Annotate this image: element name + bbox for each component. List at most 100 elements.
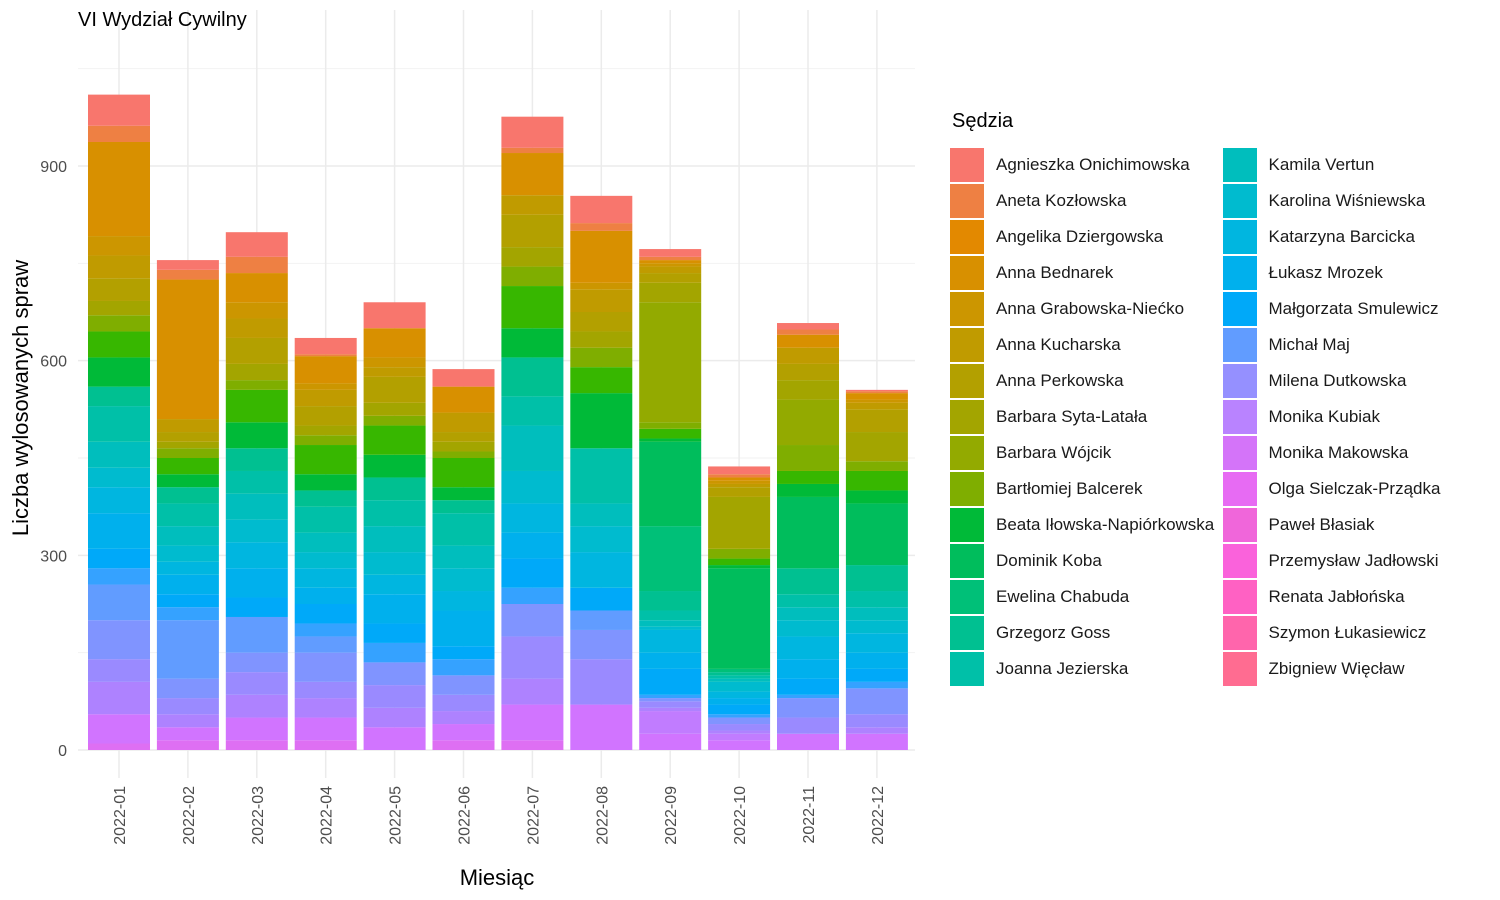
x-tick-label: 2022-12 — [870, 786, 887, 845]
bar-segment — [708, 717, 771, 725]
legend-item: Ewelina Chabuda — [950, 579, 1223, 615]
bar-segment — [639, 668, 702, 695]
legend-label: Michał Maj — [1268, 335, 1350, 354]
legend-item: Milena Dutkowska — [1222, 363, 1496, 399]
bar-segment — [225, 542, 288, 569]
legend-label: Angelika Dziergowska — [996, 227, 1164, 246]
legend-swatch — [950, 580, 984, 614]
bar-segment — [501, 604, 564, 637]
x-tick-label: 2022-05 — [388, 786, 405, 845]
bar-segment — [225, 470, 288, 494]
legend-item: Angelika Dziergowska — [950, 219, 1223, 255]
bar-segment — [845, 733, 908, 750]
bar-segment — [501, 357, 564, 397]
bar-segment — [363, 477, 426, 501]
legend-swatch — [1222, 436, 1257, 470]
bar-segment — [294, 506, 357, 533]
bar-segment — [570, 312, 633, 332]
legend-column-2: Kamila Vertun Karolina Wiśniewska Katarzyn… — [1222, 147, 1496, 687]
legend-item: Olga Sielczak-Prządka — [1222, 471, 1496, 507]
bar-segment — [570, 704, 633, 750]
bar-segment — [225, 318, 288, 338]
bar-segment — [708, 730, 771, 734]
bar-segment — [88, 513, 150, 549]
legend-item: Paweł Błasiak — [1222, 507, 1496, 543]
bar-segment — [708, 740, 771, 750]
legend-label: Paweł Błasiak — [1268, 515, 1375, 534]
legend-swatch — [1222, 256, 1257, 290]
bar-segment — [845, 591, 908, 608]
x-tick-label: 2022-07 — [525, 786, 542, 845]
bar-segment — [777, 470, 839, 484]
legend-swatch — [1222, 148, 1257, 182]
legend-item: Monika Makowska — [1222, 435, 1496, 471]
bar-segment — [156, 419, 219, 433]
bar-segment — [639, 626, 702, 630]
bar-segment — [225, 256, 288, 274]
bar-segment — [501, 247, 564, 267]
legend-item: Agnieszka Onichimowska — [950, 147, 1223, 183]
bar-segment — [501, 636, 564, 679]
bar-segment — [363, 594, 426, 624]
bar-segment — [88, 236, 150, 256]
bar-segment — [639, 591, 702, 611]
bar-segment — [88, 584, 150, 621]
bar-segment — [294, 552, 357, 569]
bar-segment — [363, 623, 426, 643]
legend-swatch — [1222, 292, 1257, 326]
x-tick-label: 2022-11 — [801, 786, 818, 844]
bar-segment — [777, 329, 839, 335]
legend-item: Małgorzata Smulewicz — [1222, 291, 1496, 327]
legend-label: Joanna Jezierska — [996, 659, 1129, 678]
legend-swatch — [1222, 184, 1257, 218]
bar-segment — [294, 636, 357, 653]
bar-segment — [225, 380, 288, 390]
bar-segment — [294, 356, 357, 384]
bar-segment — [639, 694, 702, 699]
bar-segment — [363, 415, 426, 426]
bar-segment — [156, 448, 219, 458]
bar-segment — [501, 503, 564, 533]
bar-segment — [570, 393, 633, 449]
legend-item: Grzegorz Goss — [950, 615, 1223, 651]
bar-segment — [708, 675, 771, 679]
legend-label: Ewelina Chabuda — [996, 587, 1130, 606]
bar-segment — [88, 406, 150, 442]
bar-segment — [363, 685, 426, 708]
bar-segment — [432, 646, 495, 660]
legend-swatch — [950, 616, 984, 650]
legend-swatch — [1222, 364, 1257, 398]
legend-label: Barbara Syta-Latała — [996, 407, 1148, 426]
legend-swatch — [950, 472, 984, 506]
x-tick-label: 2022-09 — [663, 786, 680, 845]
bar-segment — [570, 331, 633, 348]
bar-segment — [88, 714, 150, 744]
legend-swatch — [950, 508, 984, 542]
legend-item: Szymon Łukasiewicz — [1222, 615, 1496, 651]
bar-segment — [294, 389, 357, 407]
bar-segment — [570, 230, 633, 283]
bar-segment — [570, 610, 633, 630]
bar-segment — [777, 620, 839, 637]
legend-swatch — [950, 256, 984, 290]
bar-segment — [777, 347, 839, 364]
x-tick-label: 2022-04 — [319, 786, 336, 845]
bar-segment — [88, 94, 150, 126]
bar-segment — [639, 263, 702, 267]
legend-item: Joanna Jezierska — [950, 651, 1223, 687]
bar-segment — [501, 116, 564, 148]
bar-segment — [639, 441, 702, 527]
legend-title: Sędzia — [952, 110, 1014, 132]
legend-swatch — [1222, 652, 1257, 686]
legend-label: Milena Dutkowska — [1268, 371, 1407, 390]
legend-item: Renata Jabłońska — [1222, 579, 1496, 615]
x-tick-label: 2022-08 — [594, 786, 611, 845]
bar-segment — [156, 458, 219, 475]
bar-segment — [156, 594, 219, 608]
bar-segment — [708, 466, 771, 475]
bar-segment — [845, 652, 908, 669]
bar-segment — [156, 487, 219, 504]
legend-item: Anna Kucharska — [950, 327, 1223, 363]
bar-segment — [432, 694, 495, 712]
legend-item: Karolina Wiśniewska — [1222, 183, 1496, 219]
